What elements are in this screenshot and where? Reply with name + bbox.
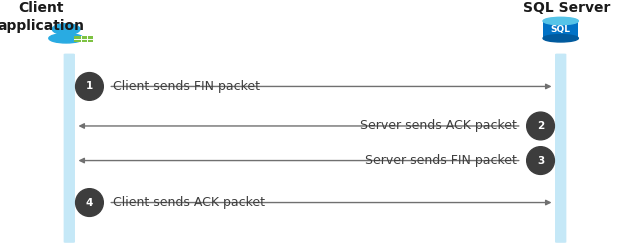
Text: SQL Server: SQL Server (524, 1, 610, 15)
Text: Client sends FIN packet: Client sends FIN packet (113, 80, 260, 93)
Bar (74, 36, 93, 42)
Text: Client
application: Client application (0, 1, 84, 33)
Text: 3: 3 (537, 156, 544, 165)
FancyBboxPatch shape (555, 54, 566, 243)
Text: Client sends ACK packet: Client sends ACK packet (113, 196, 265, 209)
Ellipse shape (76, 73, 103, 100)
FancyBboxPatch shape (64, 54, 75, 243)
Ellipse shape (543, 17, 578, 25)
Circle shape (52, 24, 80, 35)
Ellipse shape (527, 112, 554, 140)
Text: 4: 4 (86, 198, 93, 207)
Ellipse shape (527, 147, 554, 174)
Text: 1: 1 (86, 82, 93, 91)
Text: 2: 2 (537, 121, 544, 131)
Ellipse shape (76, 189, 103, 216)
Ellipse shape (543, 35, 578, 42)
Text: Server sends ACK packet: Server sends ACK packet (360, 120, 517, 132)
Text: SQL: SQL (551, 25, 571, 34)
Ellipse shape (49, 34, 83, 43)
Text: Server sends FIN packet: Server sends FIN packet (365, 154, 517, 167)
Bar (543, 21, 578, 38)
